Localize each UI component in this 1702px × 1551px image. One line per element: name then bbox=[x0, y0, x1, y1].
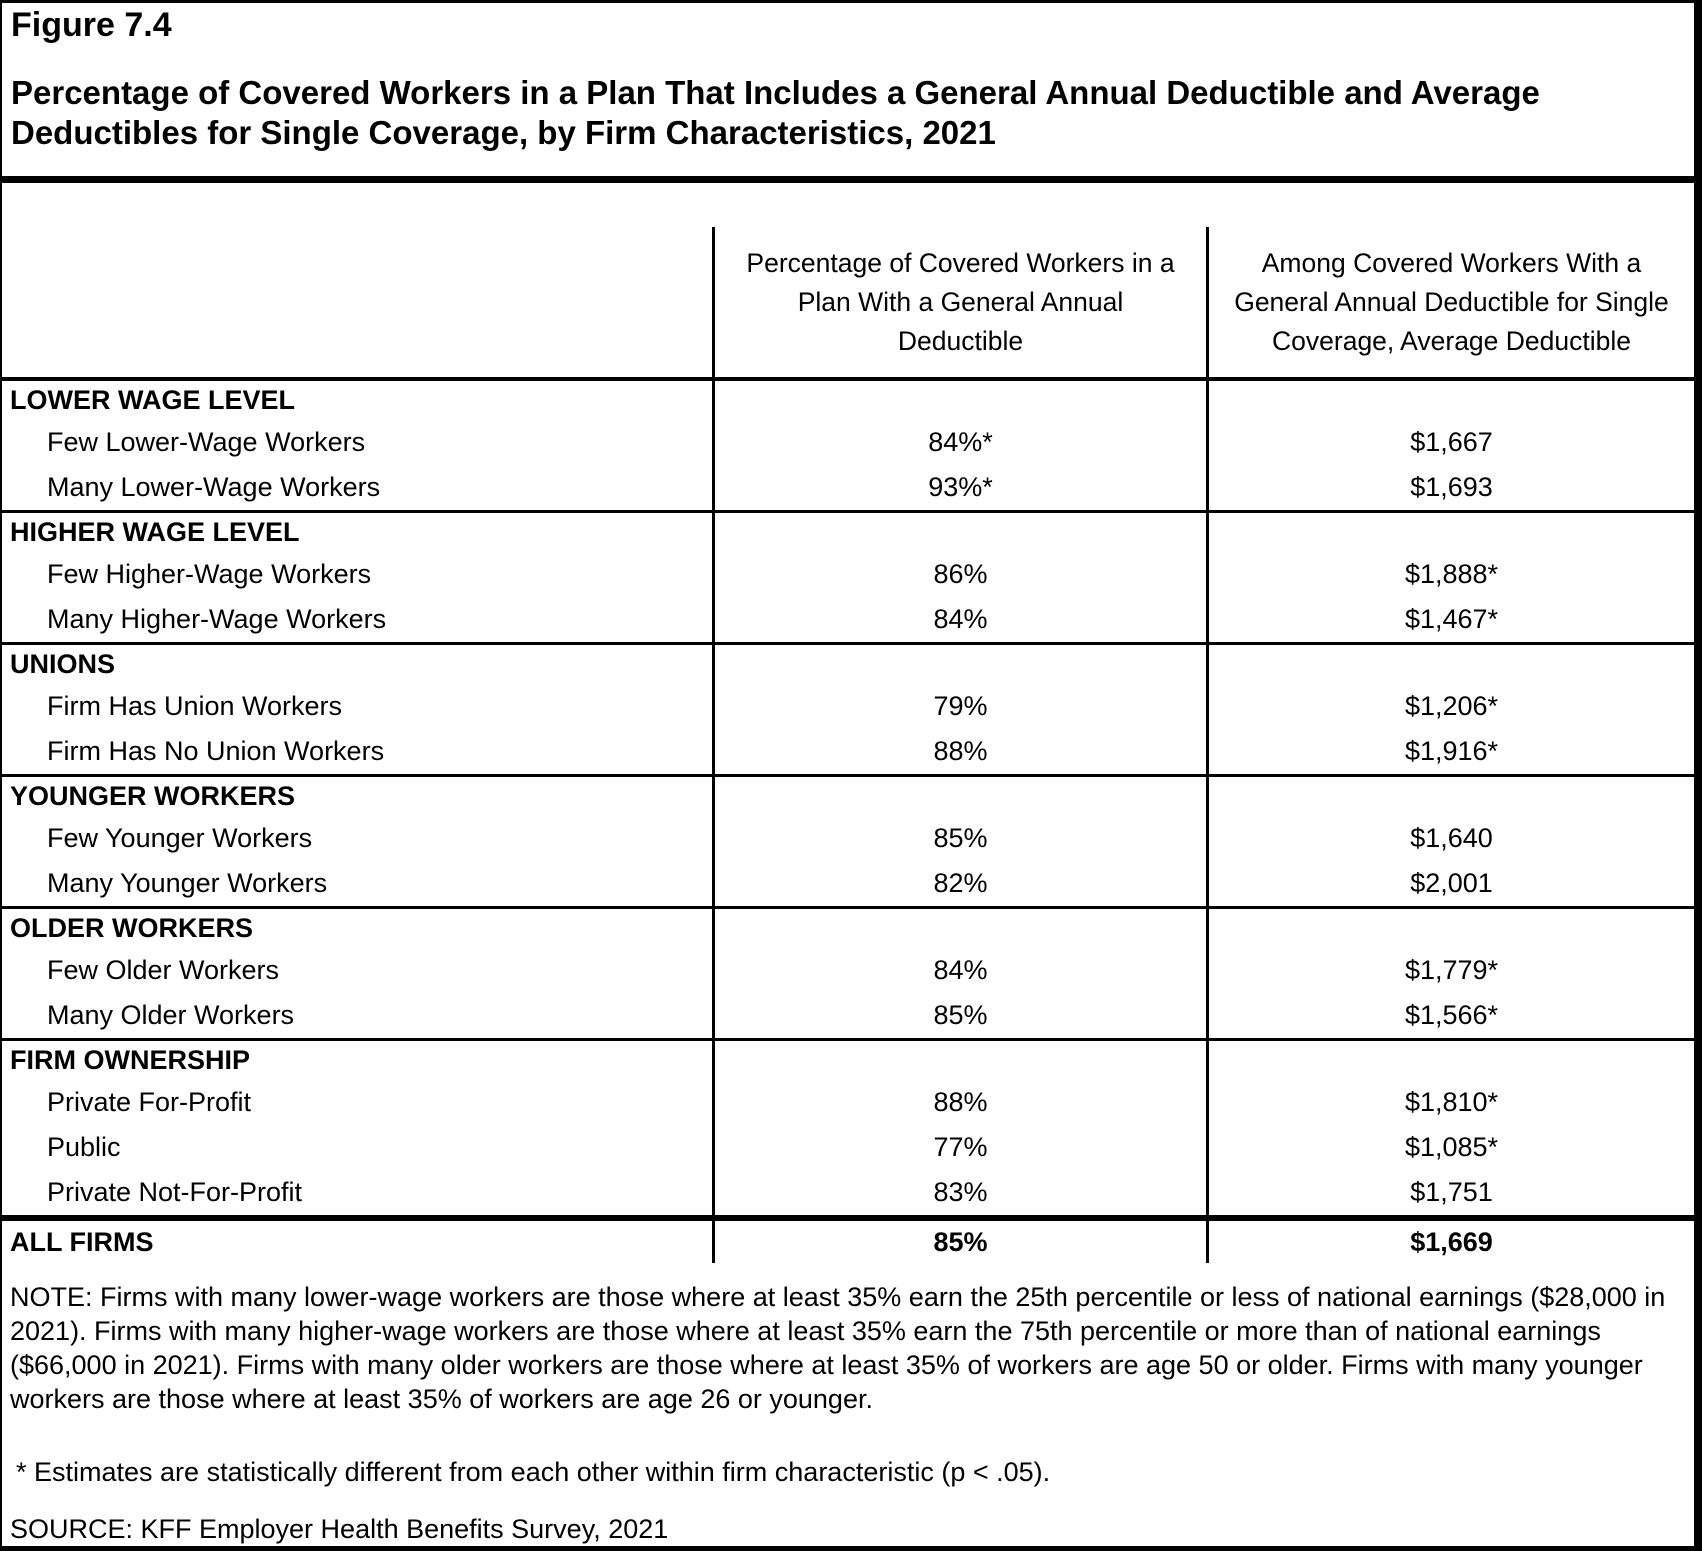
row-label: Few Higher-Wage Workers bbox=[47, 559, 372, 589]
deductible-value bbox=[1206, 1041, 1694, 1080]
row-label: Many Higher-Wage Workers bbox=[47, 604, 387, 634]
all-firms-row: ALL FIRMS 85% $1,669 bbox=[2, 1215, 1694, 1263]
section-header-label: LOWER WAGE LEVEL bbox=[10, 385, 296, 415]
section-header-row: YOUNGER WORKERS bbox=[2, 777, 1694, 816]
pct-value bbox=[712, 645, 1206, 684]
row-label: Many Younger Workers bbox=[47, 868, 328, 898]
section-header-label: OLDER WORKERS bbox=[10, 913, 253, 943]
deductible-value: $1,916* bbox=[1206, 729, 1694, 774]
header-spacer-cell bbox=[2, 227, 712, 377]
deductible-value: $1,669 bbox=[1206, 1221, 1694, 1263]
deductible-value: $1,085* bbox=[1206, 1125, 1694, 1170]
deductible-value bbox=[1206, 909, 1694, 948]
section-header-label: FIRM OWNERSHIP bbox=[10, 1045, 250, 1075]
deductible-value: $1,640 bbox=[1206, 816, 1694, 861]
deductible-value: $1,206* bbox=[1206, 684, 1694, 729]
pct-value: 82% bbox=[712, 861, 1206, 906]
section-header-row: HIGHER WAGE LEVEL bbox=[2, 513, 1694, 552]
pct-value: 83% bbox=[712, 1170, 1206, 1215]
deductible-value: $1,667 bbox=[1206, 420, 1694, 465]
pct-value: 77% bbox=[712, 1125, 1206, 1170]
all-firms-label: ALL FIRMS bbox=[10, 1226, 154, 1257]
column-header-average-deductible: Among Covered Workers With a General Ann… bbox=[1206, 227, 1694, 377]
table-section: LOWER WAGE LEVEL Few Lower-Wage Workers 84… bbox=[2, 381, 1694, 510]
deductible-value: $1,810* bbox=[1206, 1080, 1694, 1125]
table-row: Many Younger Workers 82% $2,001 bbox=[2, 861, 1694, 906]
pct-value: 84%* bbox=[712, 420, 1206, 465]
section-header-label: UNIONS bbox=[10, 649, 116, 679]
deductible-value: $1,751 bbox=[1206, 1170, 1694, 1215]
figure-number: Figure 7.4 bbox=[11, 6, 172, 44]
row-label: Private Not-For-Profit bbox=[47, 1177, 303, 1207]
footnote-text: * Estimates are statistically different … bbox=[16, 1457, 1051, 1487]
row-label: Firm Has No Union Workers bbox=[47, 736, 385, 766]
row-label: Few Lower-Wage Workers bbox=[47, 427, 366, 457]
deductible-value bbox=[1206, 381, 1694, 420]
table-section: HIGHER WAGE LEVEL Few Higher-Wage Workers… bbox=[2, 510, 1694, 642]
title-rule bbox=[2, 176, 1694, 183]
table-body: LOWER WAGE LEVEL Few Lower-Wage Workers 84… bbox=[2, 377, 1694, 1263]
row-label: Many Older Workers bbox=[47, 1000, 295, 1030]
note-text: NOTE: Firms with many lower-wage workers… bbox=[10, 1282, 1666, 1414]
pct-value bbox=[712, 381, 1206, 420]
deductible-value: $1,566* bbox=[1206, 993, 1694, 1038]
row-label: Private For-Profit bbox=[47, 1087, 252, 1117]
pct-value bbox=[712, 513, 1206, 552]
deductible-value: $1,693 bbox=[1206, 465, 1694, 510]
table-row: Many Higher-Wage Workers 84% $1,467* bbox=[2, 597, 1694, 642]
table-section: UNIONS Firm Has Union Workers 79% $1,206* Fi… bbox=[2, 642, 1694, 774]
table-row: Firm Has No Union Workers 88% $1,916* bbox=[2, 729, 1694, 774]
deductible-value bbox=[1206, 645, 1694, 684]
pct-value bbox=[712, 1041, 1206, 1080]
deductible-value bbox=[1206, 513, 1694, 552]
table-row: Few Older Workers 84% $1,779* bbox=[2, 948, 1694, 993]
pct-value: 85% bbox=[712, 993, 1206, 1038]
section-header-label: YOUNGER WORKERS bbox=[10, 781, 296, 811]
table-section: YOUNGER WORKERS Few Younger Workers 85% $1,… bbox=[2, 774, 1694, 906]
pct-value: 86% bbox=[712, 552, 1206, 597]
deductible-value bbox=[1206, 777, 1694, 816]
table-row: Private For-Profit 88% $1,810* bbox=[2, 1080, 1694, 1125]
table-section: OLDER WORKERS Few Older Workers 84% $1,779*… bbox=[2, 906, 1694, 1038]
table-row: Many Lower-Wage Workers 93%* $1,693 bbox=[2, 465, 1694, 510]
table-section: FIRM OWNERSHIP Private For-Profit 88% $1,81… bbox=[2, 1038, 1694, 1215]
pct-value: 79% bbox=[712, 684, 1206, 729]
table-row: Public 77% $1,085* bbox=[2, 1125, 1694, 1170]
row-label: Public bbox=[47, 1132, 121, 1162]
pct-value bbox=[712, 909, 1206, 948]
source-text: SOURCE: KFF Employer Health Benefits Sur… bbox=[10, 1514, 669, 1544]
row-label: Many Lower-Wage Workers bbox=[47, 472, 381, 502]
table-row: Few Younger Workers 85% $1,640 bbox=[2, 816, 1694, 861]
pct-value: 88% bbox=[712, 1080, 1206, 1125]
pct-value: 84% bbox=[712, 948, 1206, 993]
deductible-value: $1,467* bbox=[1206, 597, 1694, 642]
table-row: Few Higher-Wage Workers 86% $1,888* bbox=[2, 552, 1694, 597]
table-row: Firm Has Union Workers 79% $1,206* bbox=[2, 684, 1694, 729]
section-header-label: HIGHER WAGE LEVEL bbox=[10, 517, 300, 547]
pct-value: 84% bbox=[712, 597, 1206, 642]
figure-title: Percentage of Covered Workers in a Plan … bbox=[11, 74, 1540, 151]
table-header-row: Percentage of Covered Workers in a Plan … bbox=[2, 227, 1694, 377]
pct-value: 85% bbox=[712, 1221, 1206, 1263]
deductible-value: $2,001 bbox=[1206, 861, 1694, 906]
pct-value: 85% bbox=[712, 816, 1206, 861]
pct-value: 93%* bbox=[712, 465, 1206, 510]
row-label: Few Younger Workers bbox=[47, 823, 313, 853]
table-row: Private Not-For-Profit 83% $1,751 bbox=[2, 1170, 1694, 1215]
section-header-row: LOWER WAGE LEVEL bbox=[2, 381, 1694, 420]
section-header-row: FIRM OWNERSHIP bbox=[2, 1041, 1694, 1080]
section-header-row: OLDER WORKERS bbox=[2, 909, 1694, 948]
column-header-percentage: Percentage of Covered Workers in a Plan … bbox=[712, 227, 1206, 377]
row-label: Firm Has Union Workers bbox=[47, 691, 343, 721]
table-row: Few Lower-Wage Workers 84%* $1,667 bbox=[2, 420, 1694, 465]
pct-value bbox=[712, 777, 1206, 816]
pct-value: 88% bbox=[712, 729, 1206, 774]
table-row: Many Older Workers 85% $1,566* bbox=[2, 993, 1694, 1038]
deductible-value: $1,888* bbox=[1206, 552, 1694, 597]
section-header-row: UNIONS bbox=[2, 645, 1694, 684]
row-label: Few Older Workers bbox=[47, 955, 280, 985]
deductible-value: $1,779* bbox=[1206, 948, 1694, 993]
